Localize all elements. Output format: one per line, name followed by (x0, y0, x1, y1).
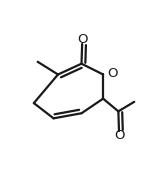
Text: O: O (114, 129, 125, 142)
Text: O: O (77, 33, 87, 46)
Text: O: O (107, 67, 118, 80)
